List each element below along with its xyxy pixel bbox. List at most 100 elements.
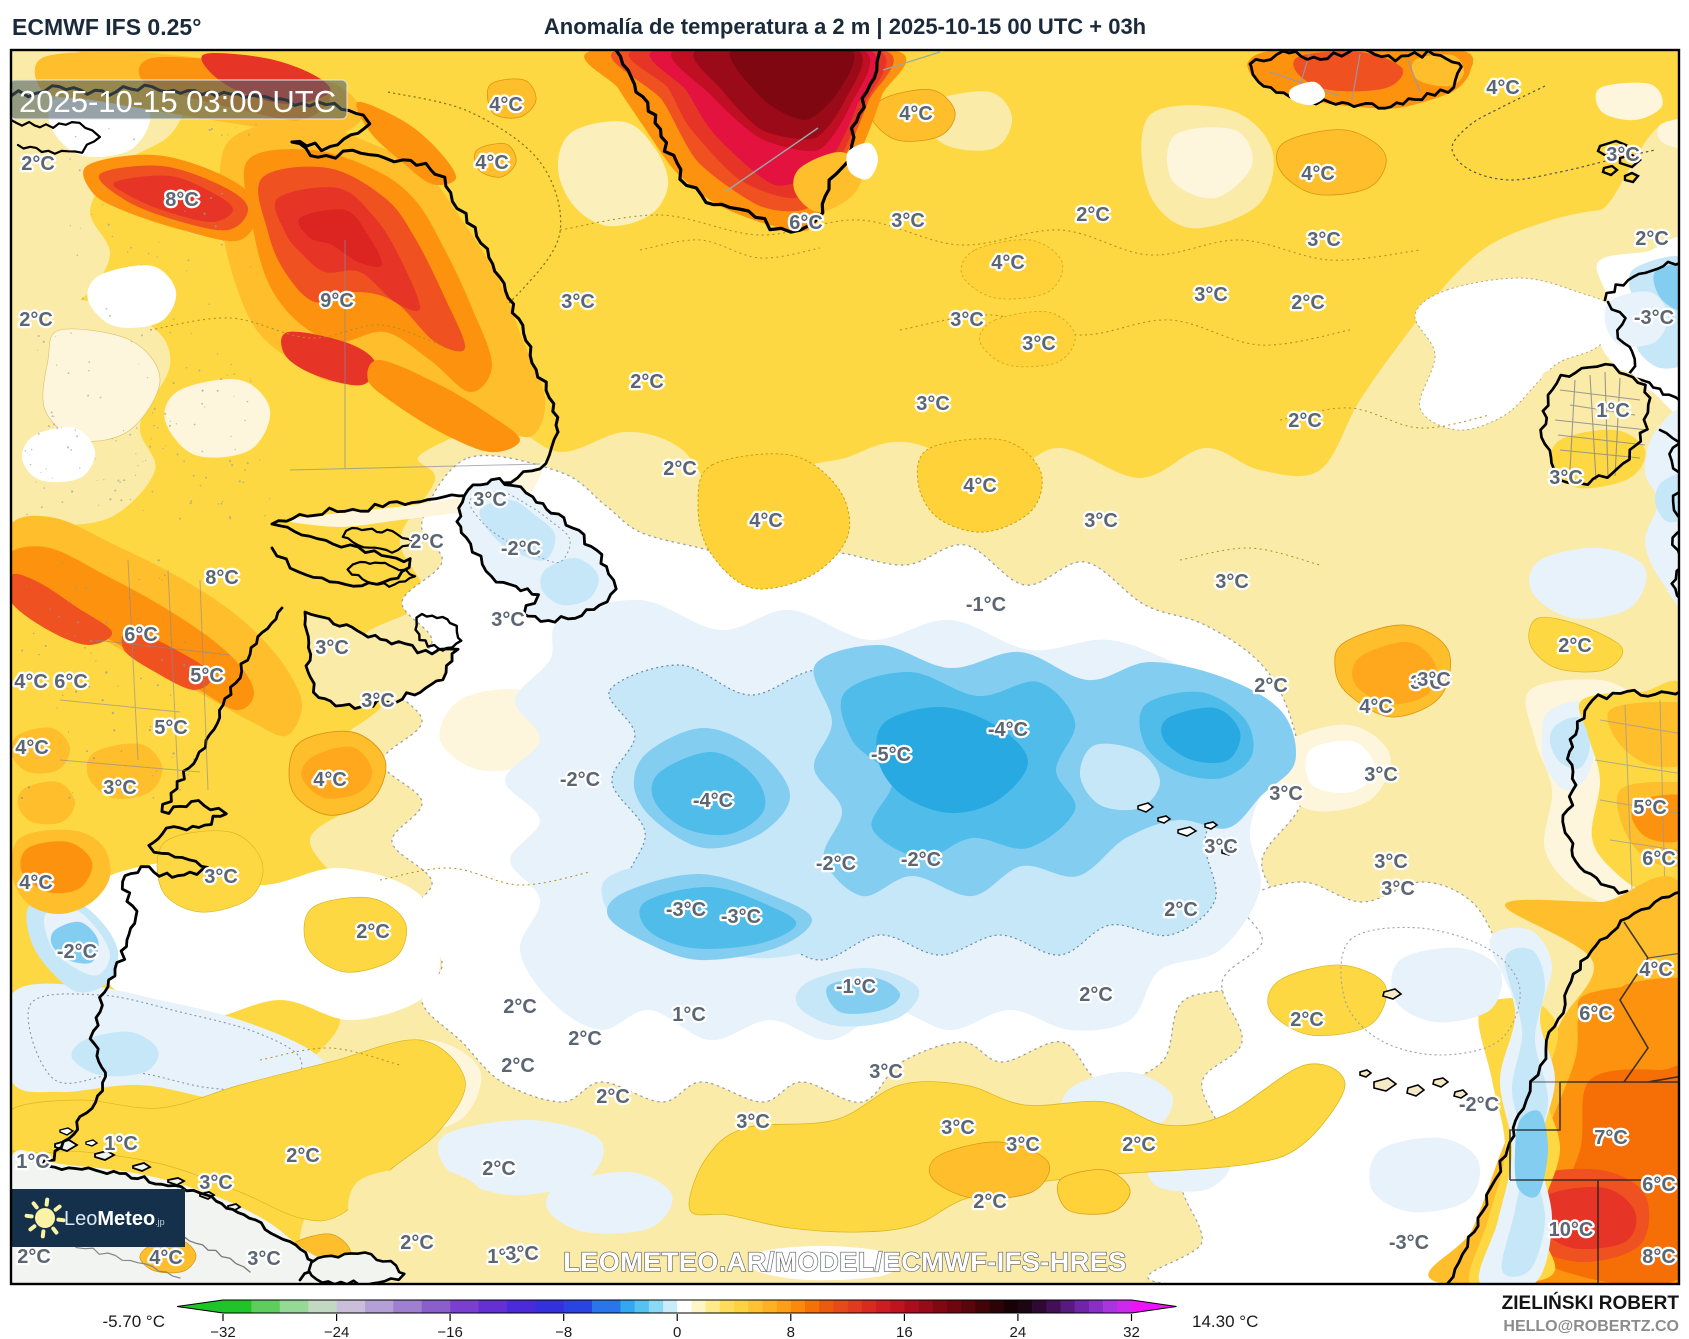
svg-text:32: 32 — [1123, 1324, 1140, 1339]
svg-text:3°C: 3°C — [1194, 284, 1228, 306]
svg-text:−16: −16 — [437, 1324, 462, 1339]
svg-text:9°C: 9°C — [320, 290, 354, 312]
svg-text:3°C: 3°C — [1307, 229, 1341, 251]
svg-text:-4°C: -4°C — [988, 719, 1028, 741]
svg-text:4°C: 4°C — [1639, 959, 1673, 981]
svg-text:24: 24 — [1010, 1324, 1027, 1339]
svg-text:2°C: 2°C — [17, 1246, 51, 1268]
svg-text:2°C: 2°C — [356, 921, 390, 943]
svg-text:2°C: 2°C — [663, 458, 697, 480]
svg-text:4°C: 4°C — [991, 252, 1025, 274]
svg-text:2025-10-15 03:00 UTC: 2025-10-15 03:00 UTC — [19, 84, 336, 119]
svg-text:3°C: 3°C — [103, 777, 137, 799]
svg-text:3°C: 3°C — [736, 1111, 770, 1133]
svg-text:3°C: 3°C — [1417, 669, 1451, 691]
svg-text:4°C: 4°C — [749, 510, 783, 532]
svg-text:HELLO@ROBERTZ.CO: HELLO@ROBERTZ.CO — [1503, 1318, 1679, 1335]
svg-text:3°C: 3°C — [891, 210, 925, 232]
svg-text:-3°C: -3°C — [721, 906, 761, 928]
svg-text:-2°C: -2°C — [901, 849, 941, 871]
svg-text:2°C: 2°C — [482, 1158, 516, 1180]
svg-text:2°C: 2°C — [1558, 635, 1592, 657]
svg-text:−32: −32 — [210, 1324, 235, 1339]
svg-text:-3°C: -3°C — [666, 899, 706, 921]
svg-text:2°C: 2°C — [568, 1028, 602, 1050]
svg-text:3°C: 3°C — [199, 1172, 233, 1194]
svg-text:-2°C: -2°C — [57, 941, 97, 963]
svg-text:8°C: 8°C — [205, 567, 239, 589]
svg-text:3°C: 3°C — [869, 1061, 903, 1083]
svg-text:2°C: 2°C — [1122, 1134, 1156, 1156]
svg-text:6°C: 6°C — [54, 671, 88, 693]
svg-text:3°C: 3°C — [361, 690, 395, 712]
svg-text:3°C: 3°C — [1084, 510, 1118, 532]
svg-text:6°C: 6°C — [789, 212, 823, 234]
svg-text:3°C: 3°C — [491, 609, 525, 631]
svg-text:3°C: 3°C — [473, 489, 507, 511]
svg-text:3°C: 3°C — [1269, 783, 1303, 805]
svg-text:1°C: 1°C — [16, 1151, 50, 1173]
svg-text:3°C: 3°C — [1410, 672, 1444, 694]
svg-text:2°C: 2°C — [1291, 292, 1325, 314]
svg-text:3°C: 3°C — [1204, 836, 1238, 858]
svg-text:ECMWF IFS 0.25°: ECMWF IFS 0.25° — [12, 14, 201, 40]
svg-text:3°C: 3°C — [1374, 851, 1408, 873]
svg-text:3°C: 3°C — [561, 291, 595, 313]
svg-text:LEOMETEO.AR/MODEL/ECMWF-IFS-HR: LEOMETEO.AR/MODEL/ECMWF-IFS-HRES — [563, 1247, 1126, 1277]
svg-text:2°C: 2°C — [501, 1055, 535, 1077]
svg-text:3°C: 3°C — [204, 866, 238, 888]
svg-text:−24: −24 — [324, 1324, 349, 1339]
svg-text:4°C: 4°C — [1486, 77, 1520, 99]
svg-text:-1°C: -1°C — [966, 594, 1006, 616]
svg-text:-3°C: -3°C — [1634, 307, 1674, 329]
svg-text:3°C: 3°C — [1549, 467, 1583, 489]
svg-text:4°C: 4°C — [475, 152, 509, 174]
svg-text:4°C: 4°C — [489, 94, 523, 116]
svg-text:4°C: 4°C — [963, 475, 997, 497]
svg-text:5°C: 5°C — [154, 717, 188, 739]
svg-text:3°C: 3°C — [247, 1248, 281, 1270]
svg-text:3°C: 3°C — [950, 309, 984, 331]
svg-text:-2°C: -2°C — [1459, 1094, 1499, 1116]
svg-text:6°C: 6°C — [1642, 1174, 1676, 1196]
svg-text:1°C: 1°C — [487, 1246, 521, 1268]
svg-text:-2°C: -2°C — [560, 769, 600, 791]
svg-text:4°C: 4°C — [149, 1247, 183, 1269]
svg-text:3°C: 3°C — [1381, 878, 1415, 900]
svg-text:1°C: 1°C — [1596, 400, 1630, 422]
svg-text:4°C: 4°C — [1359, 696, 1393, 718]
svg-text:-1°C: -1°C — [836, 976, 876, 998]
svg-text:3°C: 3°C — [505, 1243, 539, 1265]
svg-text:2°C: 2°C — [973, 1191, 1007, 1213]
svg-text:LeoMeteo.jp: LeoMeteo.jp — [64, 1208, 165, 1230]
svg-text:4°C: 4°C — [14, 671, 48, 693]
svg-text:8°C: 8°C — [1642, 1246, 1676, 1268]
svg-text:2°C: 2°C — [1164, 899, 1198, 921]
svg-text:5°C: 5°C — [190, 665, 224, 687]
svg-text:3°C: 3°C — [941, 1117, 975, 1139]
svg-text:3°C: 3°C — [1022, 333, 1056, 355]
svg-text:16: 16 — [896, 1324, 913, 1339]
svg-text:2°C: 2°C — [596, 1086, 630, 1108]
svg-text:4°C: 4°C — [15, 737, 49, 759]
svg-text:-2°C: -2°C — [501, 538, 541, 560]
svg-text:5°C: 5°C — [1633, 797, 1667, 819]
svg-text:2°C: 2°C — [1254, 675, 1288, 697]
svg-text:4°C: 4°C — [1301, 163, 1335, 185]
svg-text:2°C: 2°C — [1079, 984, 1113, 1006]
svg-text:2°C: 2°C — [503, 996, 537, 1018]
svg-text:14.30 °C: 14.30 °C — [1192, 1312, 1258, 1331]
svg-text:2°C: 2°C — [630, 371, 664, 393]
svg-text:3°C: 3°C — [1006, 1134, 1040, 1156]
svg-text:10°C: 10°C — [1549, 1219, 1594, 1241]
svg-text:-3°C: -3°C — [1389, 1232, 1429, 1254]
svg-text:2°C: 2°C — [400, 1232, 434, 1254]
svg-text:6°C: 6°C — [124, 624, 158, 646]
svg-text:6°C: 6°C — [1579, 1003, 1613, 1025]
svg-text:-4°C: -4°C — [693, 790, 733, 812]
svg-text:6°C: 6°C — [1642, 848, 1676, 870]
svg-text:-5°C: -5°C — [871, 744, 911, 766]
svg-text:4°C: 4°C — [19, 872, 53, 894]
svg-text:1°C: 1°C — [672, 1004, 706, 1026]
svg-text:8°C: 8°C — [165, 189, 199, 211]
